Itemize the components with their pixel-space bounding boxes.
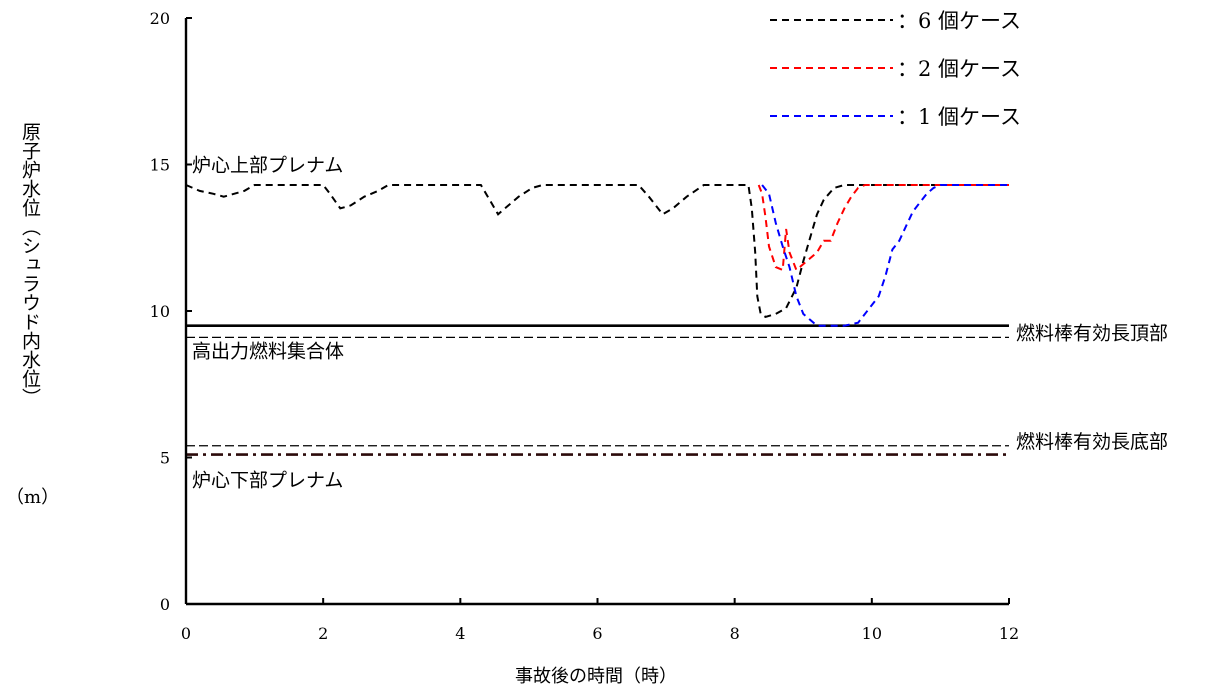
reference-lines xyxy=(186,324,1009,456)
y-tick-label: 10 xyxy=(150,302,170,321)
series-line-2 xyxy=(757,184,1009,272)
y-tick-label: 15 xyxy=(150,156,170,175)
x-tick-label: 8 xyxy=(730,624,740,643)
x-tick-label: 10 xyxy=(862,624,882,643)
annotation-label: 炉心上部プレナム xyxy=(192,155,343,177)
axes xyxy=(184,17,1010,606)
tick-labels: 0 5 10 15 20 0 2 4 6 8 10 12 xyxy=(150,9,1020,643)
series-lines xyxy=(185,184,1009,327)
series-line-3 xyxy=(761,184,1009,327)
reference-line-label: 燃料棒有効長底部 xyxy=(1016,431,1168,453)
x-tick-label: 2 xyxy=(318,624,328,643)
y-tick-label: 0 xyxy=(160,595,170,614)
reference-line-label: 高出力燃料集合体 xyxy=(192,341,344,363)
reference-line-label: 燃料棒有効長頂部 xyxy=(1016,322,1168,344)
legend-label: ：2 個ケース xyxy=(897,57,1021,81)
series-line-1 xyxy=(185,184,1009,318)
legend-label: ：1 個ケース xyxy=(897,105,1021,129)
reference-line-label: 炉心下部プレナム xyxy=(192,470,343,492)
y-axis-title: 原子炉水位（シュラウド内水位） xyxy=(19,122,41,407)
x-tick-label: 0 xyxy=(181,624,191,643)
y-tick-label: 5 xyxy=(160,449,170,468)
x-tick-label: 6 xyxy=(592,624,602,643)
y-axis-unit: （m） xyxy=(6,487,60,508)
legend: ：6 個ケース ：2 個ケース ：1 個ケース xyxy=(770,9,1021,129)
x-axis-title: 事故後の時間（時） xyxy=(515,666,677,687)
x-tick-label: 4 xyxy=(455,624,465,643)
legend-label: ：6 個ケース xyxy=(897,9,1021,33)
y-tick-label: 20 xyxy=(150,9,170,28)
x-tick-label: 12 xyxy=(999,624,1019,643)
